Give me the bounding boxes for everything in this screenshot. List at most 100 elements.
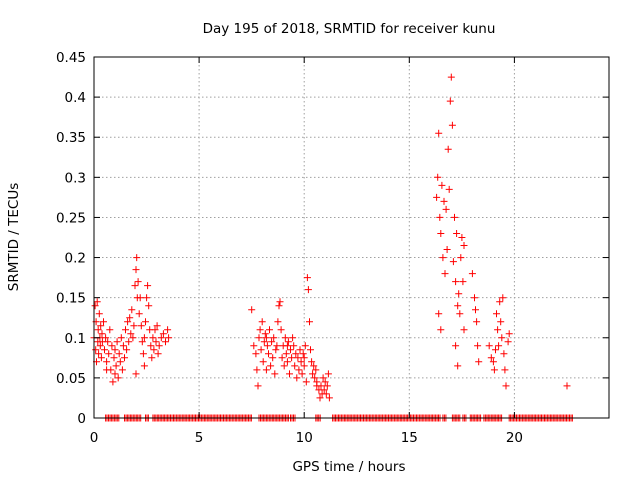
data-point [452,278,460,286]
data-point [492,346,499,354]
data-point [277,326,285,334]
plot-frame [93,56,610,419]
data-point [111,346,119,354]
data-point [135,310,143,318]
data-point [436,213,444,221]
data-point [452,342,460,350]
data-point [112,362,120,370]
data-point [433,193,441,201]
data-point [298,370,306,378]
data-point [494,326,502,334]
data-point [448,121,456,129]
data-point [302,378,310,386]
data-point [280,362,288,370]
data-point [263,342,271,350]
data-point [256,326,264,334]
data-point [157,334,165,342]
data-point [271,370,279,378]
data-point [139,350,147,358]
data-point [258,318,266,326]
data-point [301,342,309,350]
data-point [313,382,321,390]
data-point [498,334,506,342]
data-point [130,322,138,330]
data-point [435,310,443,318]
data-point [252,350,260,358]
y-tick-label: 0.1 [65,331,86,347]
data-points [90,73,576,422]
y-tick-label: 0.4 [65,90,86,106]
data-point [449,258,457,266]
data-point [440,197,448,205]
data-point [451,213,458,221]
data-point [274,318,282,326]
data-point [260,338,268,346]
data-point [110,354,118,362]
data-point [320,386,328,394]
y-tick-label: 0.25 [56,210,86,226]
data-point [445,185,453,193]
data-point [299,350,307,358]
data-point [437,230,445,237]
y-axis-label: SRMTID / TECUs [6,183,22,291]
data-point [447,73,455,81]
data-point [456,310,464,318]
grid-lines [94,57,609,418]
data-point [133,254,141,262]
data-point [254,382,262,390]
data-point [321,378,329,386]
data-point [489,358,497,366]
data-point [499,294,507,302]
y-tick-label: 0.2 [65,251,86,267]
data-point [117,334,125,342]
data-point [296,346,304,354]
data-point [312,366,320,374]
data-point [443,246,451,253]
data-point [438,181,446,189]
data-point [293,374,301,382]
data-point [104,338,112,346]
data-point [502,382,510,390]
data-point [136,294,144,302]
data-point [493,310,500,318]
data-point [122,326,129,334]
data-point [473,318,481,326]
data-point [290,342,298,350]
data-point [283,358,291,366]
data-point [250,342,258,350]
data-point [98,330,106,338]
data-point [124,318,132,326]
data-point [496,298,504,306]
data-point [278,354,286,362]
y-tick-label: 0.3 [65,170,86,186]
data-point [103,358,111,366]
data-point [475,358,483,366]
data-point [307,346,314,354]
data-point [91,302,99,310]
data-point [457,254,465,262]
data-point [165,334,173,342]
data-point [125,338,133,346]
x-tick-label: 0 [90,430,99,446]
data-point [153,322,161,330]
data-point [248,306,256,314]
data-point [262,334,270,342]
data-point [444,145,452,153]
data-point [505,330,513,338]
data-point [289,334,297,342]
data-point [460,242,468,249]
data-point [253,366,261,374]
data-point [95,350,103,358]
data-point [459,278,467,286]
data-point [140,334,148,342]
data-point [455,290,463,298]
data-point [437,326,445,334]
data-point [145,302,153,310]
data-point [162,338,169,346]
data-point [144,282,152,290]
data-point [295,366,303,374]
data-point [497,318,505,326]
data-point [446,97,454,105]
data-point [500,350,508,358]
data-point [292,350,300,358]
